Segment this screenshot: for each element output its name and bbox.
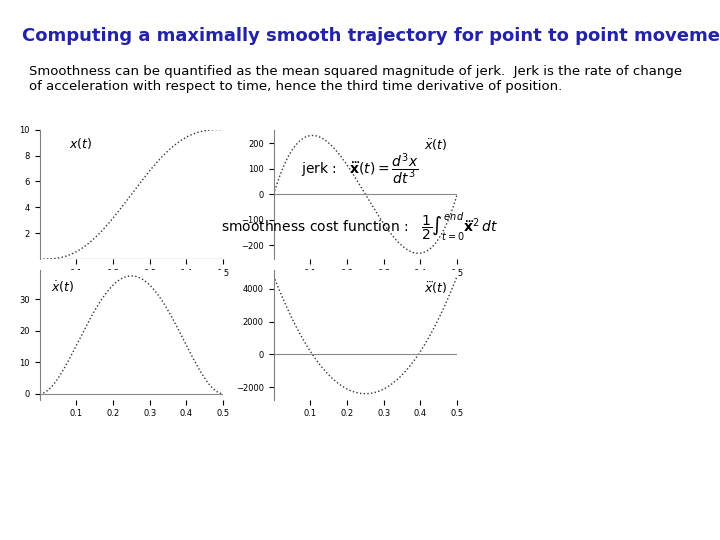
Text: $x(t)$: $x(t)$	[69, 136, 92, 151]
Text: $\dot{x}(t)$: $\dot{x}(t)$	[50, 279, 74, 295]
Text: $\ddot{x}(t)$: $\ddot{x}(t)$	[424, 137, 447, 153]
Text: $\dddot{x}(t)$: $\dddot{x}(t)$	[424, 280, 447, 296]
Text: jerk :   $\mathbf{\dddot{x}}(t) = \dfrac{d^3x}{dt^3}$: jerk : $\mathbf{\dddot{x}}(t) = \dfrac{d…	[301, 151, 419, 187]
Text: smoothness cost function :   $\dfrac{1}{2}\int_{t=0}^{end} \mathbf{\dddot{x}}^2\: smoothness cost function : $\dfrac{1}{2}…	[221, 211, 499, 243]
Text: Smoothness can be quantified as the mean squared magnitude of jerk.  Jerk is the: Smoothness can be quantified as the mean…	[29, 65, 682, 93]
Text: Computing a maximally smooth trajectory for point to point movements: Computing a maximally smooth trajectory …	[22, 27, 720, 45]
